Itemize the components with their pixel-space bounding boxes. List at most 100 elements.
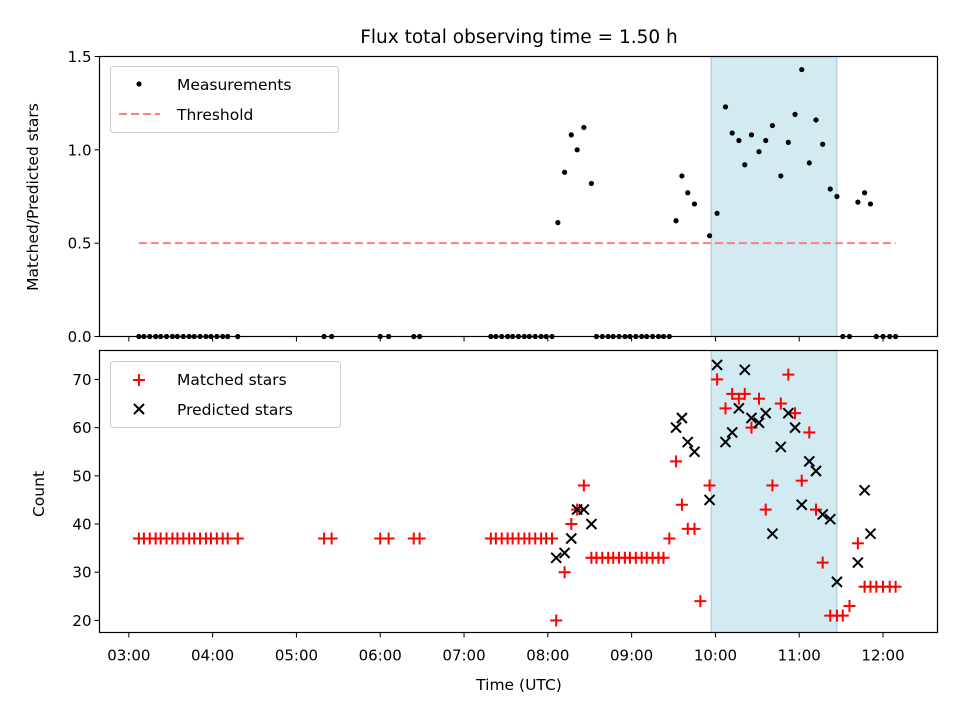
measurement-point (742, 162, 748, 168)
predicted-star-point (824, 513, 836, 525)
predicted-x-b (550, 552, 562, 564)
matched-star-point (738, 387, 751, 400)
predicted-star-point (810, 465, 822, 477)
measurement-point (867, 201, 874, 207)
predicted-star-point (831, 576, 843, 588)
predicted-star-point (816, 508, 829, 521)
predicted-x-b (864, 527, 877, 540)
matched-star-point (565, 518, 578, 531)
measurement-point (574, 147, 580, 153)
measurement-point (714, 210, 720, 216)
measurement-point (769, 122, 776, 129)
predicted-x-b (682, 436, 694, 448)
matched-star-point (325, 532, 338, 545)
predicted-x-b (831, 576, 843, 588)
predicted-star-point (745, 412, 758, 424)
bottom-x-axis: 03:00 04:00 05:00 06:00 07:00 08:00 09:00 10:00… (107, 632, 905, 665)
matched-star-point (657, 551, 670, 564)
predicted-star-point (803, 455, 815, 468)
matched-star-point (889, 580, 902, 593)
matched-star-point (789, 407, 802, 420)
bottom-y-axis: 20 30 40 50 60 70 (72, 371, 100, 630)
bottom-panel: 20 30 40 50 60 70 03:00 04:00 05:00 06:00 07:00 08… (30, 349, 939, 694)
top-axes-frame (98, 55, 939, 338)
bottom-y-tick-label: 30 (72, 564, 91, 582)
predicted-x-b (733, 402, 745, 415)
measurement-point (588, 180, 595, 187)
bottom-y-axis-label: Count (30, 471, 48, 517)
predicted-star-point (558, 547, 571, 559)
matched-star-point (382, 532, 395, 545)
measurement-point (568, 132, 574, 138)
predicted-x-b (739, 364, 751, 376)
legend-threshold-label: Threshold (176, 106, 253, 124)
matched-star-point (670, 455, 683, 468)
predicted-x-b (789, 421, 801, 434)
measurement-point (820, 141, 826, 147)
x-tick-label: 12:00 (861, 647, 904, 665)
x-tick-label: 11:00 (778, 647, 821, 665)
legend-matched-label: Matched stars (177, 371, 287, 389)
predicted-star-point (670, 421, 682, 434)
x-tick-label: 05:00 (275, 647, 318, 665)
predicted-star-point (789, 421, 801, 434)
predicted-star-point (858, 484, 871, 497)
legend-predicted-label: Predicted stars (177, 401, 293, 419)
bottom-highlight-span (710, 350, 838, 633)
top-legend-box (110, 66, 339, 133)
matched-star-point (809, 503, 822, 516)
predicted-x-b (753, 417, 765, 429)
predicted-x-b (558, 547, 571, 559)
top-y-axis: 0.0 0.5 1.0 1.5 (68, 48, 100, 346)
predicted-star-point (703, 494, 716, 506)
matched-star-point (231, 532, 244, 545)
matched-star-point (795, 474, 808, 487)
predicted-x-b (726, 426, 738, 439)
matched-star-point (558, 566, 571, 579)
legend-matched-marker (133, 374, 145, 386)
top-panel: 0.0 0.5 1.0 1.5 Matched/Predicted stars Mea… (24, 48, 939, 346)
predicted-x-b (782, 407, 795, 419)
predicted-star-point (676, 412, 688, 424)
predicted-x-b (670, 421, 682, 434)
matched-star-point (719, 402, 732, 415)
legend-measurements-label: Measurements (177, 76, 292, 94)
top-legend: Measurements Threshold (110, 66, 339, 133)
matched-star-point (726, 387, 739, 400)
predicted-star-point (864, 527, 877, 540)
predicted-x-b (688, 446, 701, 458)
matched-star-point (688, 522, 701, 535)
measurement-point (691, 201, 698, 207)
bottom-axes-frame (98, 349, 939, 634)
matched-star-point (577, 479, 590, 492)
top-y-tick-label: 1.0 (68, 141, 92, 159)
measurement-point (813, 117, 819, 123)
matched-star-point (766, 479, 779, 492)
measurement-point (561, 169, 568, 175)
predicted-star-point (852, 556, 864, 569)
measurement-point (834, 193, 840, 200)
figure-title: Flux total observing time = 1.50 h (360, 27, 678, 48)
measurement-point (778, 173, 784, 179)
matched-star-point (711, 373, 724, 386)
top-highlight-span (710, 56, 838, 337)
bottom-data-marks (132, 359, 902, 627)
measurement-point (792, 111, 798, 117)
predicted-star-point (796, 499, 808, 511)
matched-star-point (703, 479, 716, 492)
bottom-y-tick-label: 60 (72, 419, 91, 437)
measurement-point (756, 149, 762, 155)
top-x-ticks (128, 336, 884, 342)
measurement-point (827, 186, 833, 192)
matched-star-point (774, 397, 787, 410)
bottom-y-tick-label: 20 (72, 612, 91, 630)
predicted-star-point (688, 446, 701, 458)
predicted-x-b (676, 412, 688, 424)
predicted-x-b (578, 503, 590, 516)
measurement-point (729, 130, 735, 136)
predicted-star-point (726, 426, 738, 439)
predicted-x-b (703, 494, 716, 506)
matched-star-point (753, 392, 766, 405)
matched-star-point (413, 532, 426, 545)
